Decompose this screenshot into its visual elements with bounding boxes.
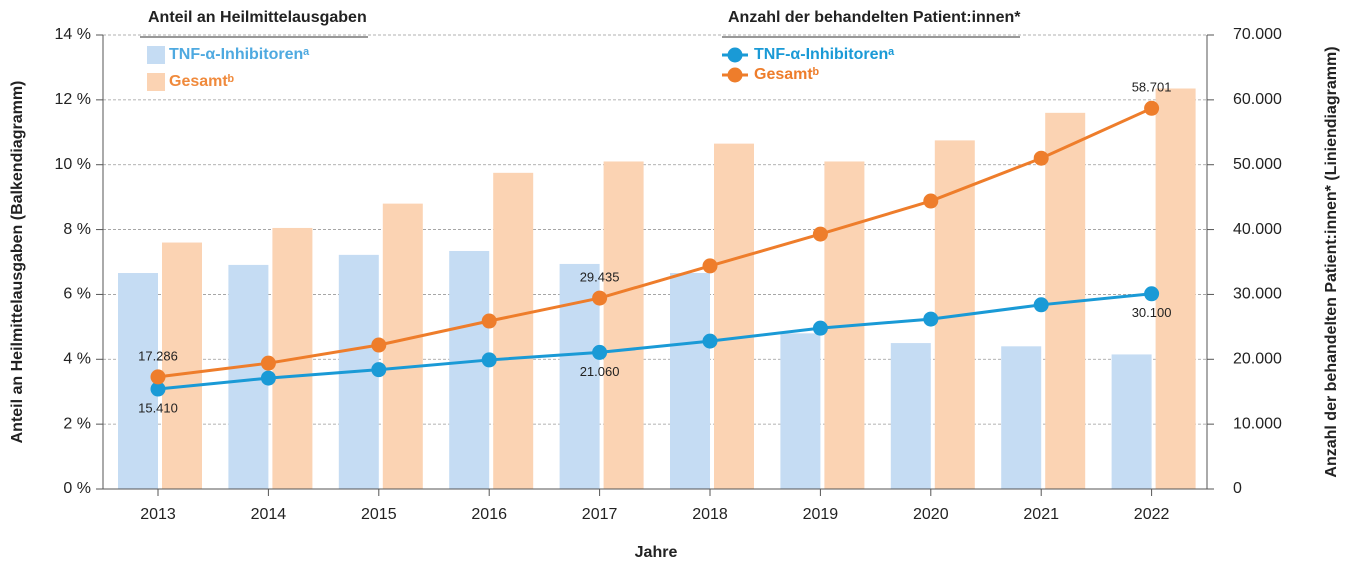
legend-swatch	[147, 46, 165, 64]
line	[157, 292, 1152, 391]
x-tick-label: 2014	[251, 506, 287, 523]
bar	[714, 143, 754, 489]
value-label: 30.100	[1132, 305, 1172, 320]
marker	[1144, 100, 1160, 116]
line	[157, 106, 1153, 379]
legend-label: Gesamtᵇ	[754, 66, 819, 83]
y-tick-label: 10 %	[55, 156, 91, 173]
marker	[481, 313, 497, 329]
marker	[481, 352, 497, 368]
legend-title: Anzahl der behandelten Patient:innen*	[728, 9, 1021, 26]
bar	[670, 273, 710, 489]
bar	[1155, 88, 1196, 489]
bar	[118, 273, 158, 489]
x-tick-label: 2016	[471, 506, 507, 523]
bar	[780, 333, 821, 489]
bar	[890, 343, 931, 489]
marker	[592, 290, 608, 306]
y-tick-label: 0 %	[63, 480, 91, 497]
marker	[150, 381, 166, 397]
legend-marker	[727, 67, 743, 83]
marker	[592, 344, 608, 360]
bar	[493, 172, 534, 490]
y2-tick-label: 70.000	[1233, 26, 1282, 43]
y2-tick-label: 10.000	[1233, 415, 1282, 432]
marker	[812, 320, 828, 336]
marker	[702, 258, 718, 274]
marker	[260, 370, 276, 386]
marker	[260, 355, 276, 371]
legend-label: TNF-α-Inhibitorenᵃ	[754, 46, 894, 63]
marker	[923, 193, 939, 209]
bar	[382, 203, 423, 489]
x-tick-label: 2019	[803, 506, 839, 523]
value-label: 58.701	[1132, 80, 1172, 95]
legend-bg	[722, 6, 1022, 34]
marker	[1144, 286, 1160, 302]
marker	[702, 333, 718, 349]
x-tick-label: 2021	[1023, 506, 1059, 523]
y2-tick-label: 40.000	[1233, 221, 1282, 238]
value-label: 29.435	[580, 270, 620, 285]
marker	[150, 369, 166, 385]
y-tick-label: 2 %	[63, 415, 91, 432]
marker	[812, 226, 828, 242]
x-tick-label: 2017	[582, 506, 618, 523]
bar	[1001, 346, 1042, 489]
marker	[923, 311, 939, 327]
value-label: 15.410	[138, 400, 178, 415]
bar	[603, 161, 644, 489]
marker	[1033, 297, 1049, 313]
bar	[449, 250, 490, 489]
y-tick-label: 4 %	[63, 351, 91, 368]
x-tick-label: 2015	[361, 506, 397, 523]
legend-title: Anteil an Heilmittelausgaben	[148, 9, 367, 26]
y-tick-label: 8 %	[63, 221, 91, 238]
marker	[371, 362, 387, 378]
legend-marker	[727, 47, 743, 63]
y2-tick-label: 60.000	[1233, 91, 1282, 108]
legend-label: Gesamtᵇ	[169, 73, 234, 90]
bar	[1111, 354, 1152, 489]
x-axis-label: Jahre	[635, 544, 678, 561]
y2-tick-label: 30.000	[1233, 286, 1282, 303]
x-tick-label: 2022	[1134, 506, 1170, 523]
legend-bg	[140, 6, 370, 34]
y-tick-label: 6 %	[63, 286, 91, 303]
y2-tick-label: 50.000	[1233, 156, 1282, 173]
x-tick-label: 2018	[692, 506, 728, 523]
y-tick-label: 14 %	[55, 26, 91, 43]
y-axis-label: Anteil an Heilmittelausgaben (Balkendiag…	[9, 81, 26, 444]
value-label: 21.060	[580, 364, 620, 379]
y2-axis-label: Anzahl der behandelten Patient:innen* (L…	[1323, 46, 1340, 477]
value-label: 17.286	[138, 348, 178, 363]
x-tick-label: 2013	[140, 506, 176, 523]
y-tick-label: 12 %	[55, 91, 91, 108]
y2-tick-label: 0	[1233, 480, 1242, 497]
marker	[1033, 150, 1049, 166]
bar	[162, 242, 202, 489]
x-tick-label: 2020	[913, 506, 949, 523]
legend-swatch	[147, 73, 165, 91]
marker	[371, 337, 387, 353]
legend-label: TNF-α-Inhibitorenᵃ	[169, 46, 309, 63]
y2-tick-label: 20.000	[1233, 351, 1282, 368]
